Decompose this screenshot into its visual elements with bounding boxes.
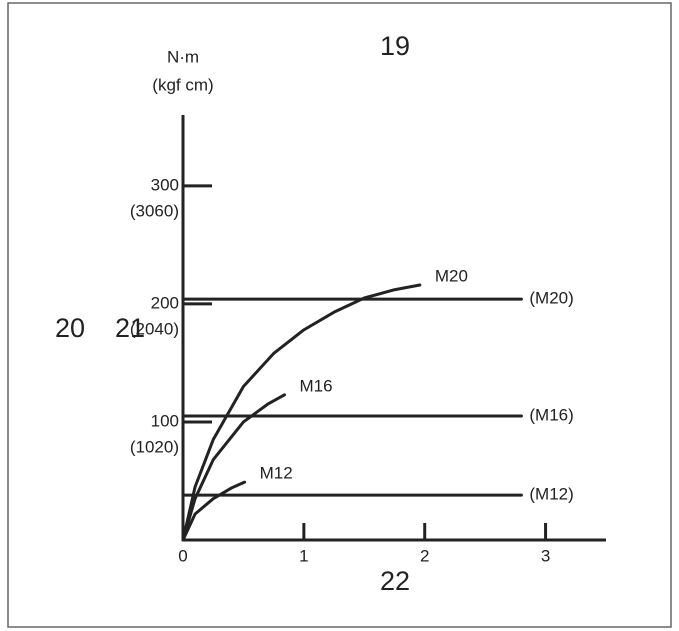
series-label: (M16) xyxy=(529,406,573,425)
y2-tick-label: (2040) xyxy=(130,319,179,338)
y-axis-label: N·m xyxy=(167,47,199,66)
x-tick-label: 0 xyxy=(178,546,187,565)
curve xyxy=(181,393,287,542)
x-tick-label: 2 xyxy=(420,546,429,565)
y2-tick-label: (1020) xyxy=(130,437,179,456)
y-tick-label: 200 xyxy=(151,293,179,312)
series-label: (M12) xyxy=(529,485,573,504)
callout-number: 22 xyxy=(380,566,410,596)
series-label: M20 xyxy=(435,266,468,285)
callout-number: 19 xyxy=(380,31,410,61)
callout-number: 20 xyxy=(55,313,85,343)
series-label: M16 xyxy=(300,376,333,395)
callout-number: 21 xyxy=(115,313,145,343)
series-label: M12 xyxy=(260,464,293,483)
curve xyxy=(181,283,422,542)
x-tick-label: 1 xyxy=(299,546,308,565)
x-tick-label: 3 xyxy=(541,546,550,565)
y-tick-label: 100 xyxy=(151,411,179,430)
y2-tick-label: (3060) xyxy=(130,201,179,220)
curve xyxy=(181,480,247,542)
series-label: (M20) xyxy=(529,289,573,308)
y-tick-label: 300 xyxy=(151,175,179,194)
frame xyxy=(7,2,672,628)
y2-axis-label: (kgf cm) xyxy=(152,75,213,94)
